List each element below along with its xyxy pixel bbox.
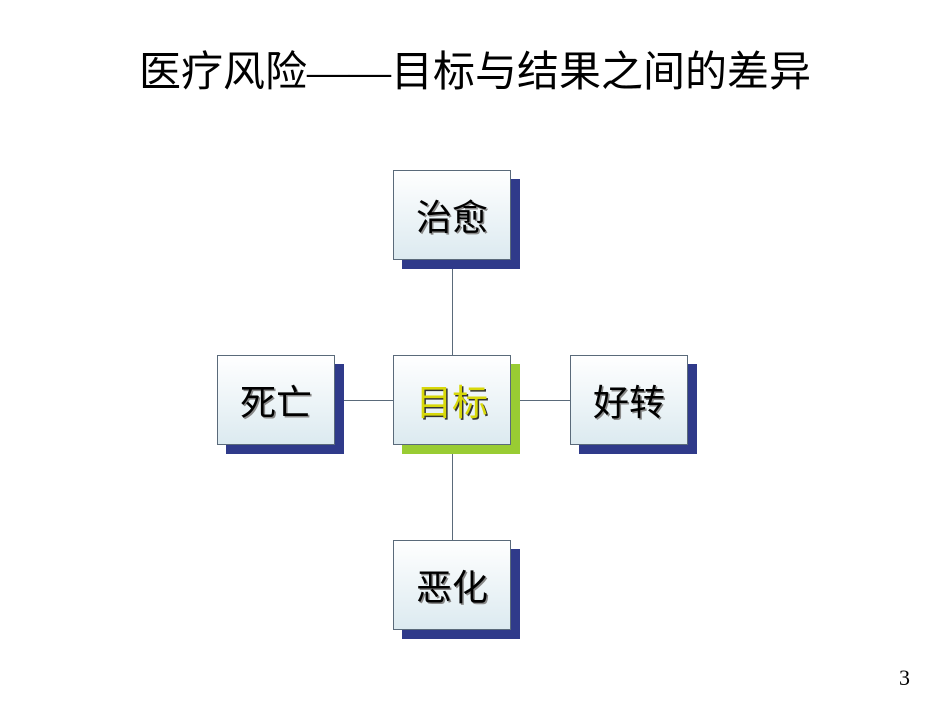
- connector-goal-worsen: [452, 445, 453, 540]
- node-label-cure: 治愈: [416, 189, 488, 241]
- node-death: 死亡: [217, 355, 335, 445]
- node-cure: 治愈: [393, 170, 511, 260]
- node-label-improve: 好转: [593, 374, 665, 426]
- connector-goal-cure: [452, 260, 453, 355]
- slide: 医疗风险——目标与结果之间的差异 目标治愈好转恶化死亡 3: [0, 0, 950, 713]
- page-number: 3: [899, 665, 910, 691]
- node-label-death: 死亡: [240, 374, 312, 426]
- node-improve: 好转: [570, 355, 688, 445]
- node-label-goal: 目标: [416, 374, 488, 426]
- node-goal: 目标: [393, 355, 511, 445]
- node-worsen: 恶化: [393, 540, 511, 630]
- diagram: 目标 治愈好转恶化 死亡: [0, 0, 950, 713]
- node-label-worsen: 恶化: [416, 559, 488, 611]
